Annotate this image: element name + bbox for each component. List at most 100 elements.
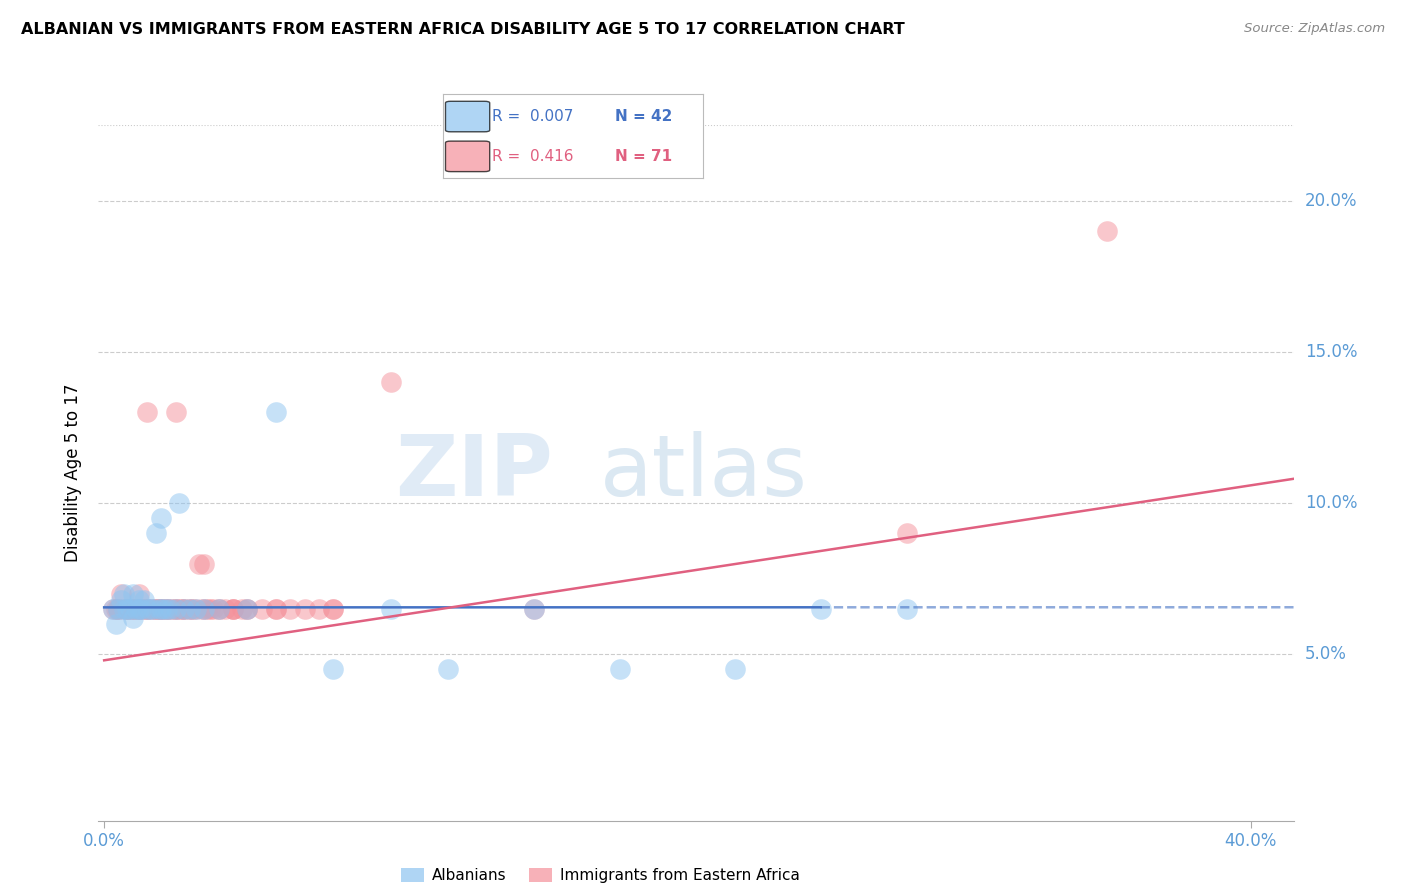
Point [142,602,165,616]
Point [148,602,170,616]
Point [104,617,127,632]
Point [236,602,259,616]
Point [139,602,162,616]
Point [131,602,153,616]
Point [236,602,259,616]
Text: Source: ZipAtlas.com: Source: ZipAtlas.com [1244,22,1385,36]
Point [121,602,143,616]
Point [179,602,201,616]
Text: 5.0%: 5.0% [1305,645,1347,664]
Point [322,602,344,616]
Point [136,405,159,419]
Point [153,602,176,616]
Point [184,602,207,616]
Text: 20.0%: 20.0% [1305,192,1357,210]
Text: ALBANIAN VS IMMIGRANTS FROM EASTERN AFRICA DISABILITY AGE 5 TO 17 CORRELATION CH: ALBANIAN VS IMMIGRANTS FROM EASTERN AFRI… [21,22,905,37]
Point [198,602,221,616]
Point [167,602,190,616]
Point [896,526,918,541]
Point [322,602,344,616]
Point [136,602,159,616]
Point [112,587,135,601]
Point [145,602,167,616]
Point [118,602,141,616]
Point [724,662,747,676]
Point [280,602,302,616]
Point [136,602,159,616]
Point [222,602,245,616]
Point [173,602,195,616]
FancyBboxPatch shape [446,141,489,171]
Point [173,602,195,616]
Point [190,602,212,616]
Point [162,602,184,616]
Point [107,602,129,616]
Text: 15.0%: 15.0% [1305,343,1357,360]
Point [128,592,150,607]
Point [107,602,129,616]
Point [264,602,287,616]
Point [380,602,402,616]
Point [150,602,173,616]
Point [112,602,135,616]
Point [222,602,245,616]
Point [121,587,143,601]
Point [142,602,165,616]
Point [159,602,181,616]
Point [523,602,546,616]
Point [208,602,231,616]
Point [170,602,193,616]
Point [214,602,236,616]
Point [110,587,132,601]
Point [128,587,150,601]
Point [148,602,170,616]
Y-axis label: Disability Age 5 to 17: Disability Age 5 to 17 [65,384,83,562]
Point [896,602,918,616]
Text: ZIP: ZIP [395,431,553,515]
Point [264,405,287,419]
Point [236,602,259,616]
Point [1097,224,1119,238]
Point [101,602,124,616]
Text: R =  0.007: R = 0.007 [492,109,574,124]
Point [231,602,253,616]
Point [308,602,330,616]
Point [121,611,143,625]
Point [250,602,273,616]
Point [104,602,127,616]
Point [322,662,344,676]
Point [115,602,138,616]
Point [523,602,546,616]
Point [159,602,181,616]
Point [107,602,129,616]
Point [131,602,153,616]
Point [184,602,207,616]
Point [222,602,245,616]
Point [124,602,146,616]
Point [128,602,150,616]
Point [380,375,402,389]
Point [101,602,124,616]
Point [173,602,195,616]
Point [115,602,138,616]
Legend: Albanians, Immigrants from Eastern Africa: Albanians, Immigrants from Eastern Afric… [395,863,806,889]
Text: 10.0%: 10.0% [1305,494,1357,512]
Point [145,602,167,616]
Point [150,511,173,525]
Point [195,602,218,616]
Point [208,602,231,616]
Text: atlas: atlas [600,431,808,515]
Point [115,602,138,616]
Point [193,557,215,571]
Point [165,602,187,616]
Point [128,602,150,616]
Point [294,602,316,616]
Point [112,602,135,616]
Point [179,602,201,616]
Point [153,602,176,616]
Point [156,602,179,616]
Point [156,602,179,616]
Point [134,592,156,607]
Text: R =  0.416: R = 0.416 [492,149,574,164]
Point [187,557,209,571]
